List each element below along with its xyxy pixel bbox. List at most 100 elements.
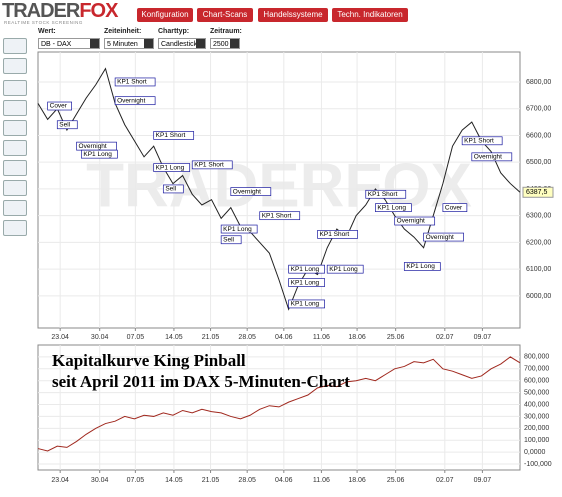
x-tick-label: 02.07 xyxy=(436,477,454,484)
annotation: KP1 Short xyxy=(368,191,398,198)
nav-button[interactable]: Konfiguration xyxy=(137,8,193,22)
annotation-box xyxy=(288,264,325,274)
logo-main: TRADER xyxy=(2,0,80,22)
x-tick-label: 11.06 xyxy=(313,477,330,484)
annotation: Cover xyxy=(445,204,463,211)
select-value: DB - DAX xyxy=(41,41,72,48)
x-tick-label: 07.05 xyxy=(127,477,145,484)
annotation-box xyxy=(288,278,325,287)
annotation: KP1 Long xyxy=(329,266,358,273)
annotation-box xyxy=(153,163,191,172)
y-tick-label: 6200,00 xyxy=(526,239,551,246)
x-tick-label: 25.06 xyxy=(387,477,405,484)
y-tick-label: 300,000 xyxy=(524,413,549,420)
select[interactable]: 2500 xyxy=(210,38,240,49)
tool-arc[interactable] xyxy=(3,200,27,216)
chart-title: Kapitalkurve King Pinball xyxy=(52,351,246,370)
annotation-box xyxy=(230,187,272,196)
y-tick-label: 100,000 xyxy=(524,437,549,444)
y-tick-label: 6600,00 xyxy=(526,132,551,139)
tagline: REALTIME STOCK SCREENING xyxy=(4,20,83,25)
y-tick-label: 0,0000 xyxy=(524,449,546,456)
series-line xyxy=(37,67,521,311)
y-tick-label: 200,000 xyxy=(524,425,549,432)
y-tick-label: 700,000 xyxy=(524,366,549,373)
annotation-box xyxy=(365,189,407,199)
annotation-box xyxy=(220,224,258,234)
x-tick-label: 18.06 xyxy=(348,477,366,484)
annotation: KP1 Long xyxy=(406,263,435,270)
select-value: Candlestick xyxy=(161,41,198,48)
tool-pointer[interactable] xyxy=(3,38,27,54)
tool-ray[interactable] xyxy=(3,120,27,136)
x-tick-label: 18.06 xyxy=(348,334,366,341)
annotation-box xyxy=(394,216,436,226)
x-tick-label: 28.05 xyxy=(238,477,256,484)
annotation: KP1 Short xyxy=(156,132,186,139)
annotation: Cover xyxy=(50,103,68,110)
annotation-box xyxy=(423,232,464,242)
last-value-box xyxy=(522,186,554,198)
x-tick-label: 21.05 xyxy=(202,334,220,341)
y-tick-label: 6100,00 xyxy=(526,266,551,273)
annotation: KP1 Long xyxy=(291,279,320,286)
y-tick-label: 600,000 xyxy=(524,378,549,385)
logo-accent: FOX xyxy=(79,0,118,22)
x-tick-label: 25.06 xyxy=(387,334,405,341)
y-tick-label: 6500,00 xyxy=(526,159,551,166)
annotation-box xyxy=(259,211,301,221)
tool-vertical[interactable] xyxy=(3,140,27,156)
x-tick-label: 11.06 xyxy=(313,334,330,341)
annotation-box xyxy=(288,299,325,309)
annotation-box xyxy=(403,262,441,271)
annotation-box xyxy=(220,235,242,245)
tool-info[interactable] xyxy=(3,58,27,74)
annotation-box xyxy=(162,184,184,194)
logo: TRADERFOX xyxy=(2,0,118,23)
annotation-box xyxy=(375,203,412,213)
x-tick-label: 09.07 xyxy=(474,477,492,484)
annotation: KP1 Long xyxy=(156,164,185,171)
annotation: Overnight xyxy=(474,154,502,161)
tool-fibonacci[interactable] xyxy=(3,220,27,236)
annotation-box xyxy=(56,120,78,130)
x-tick-label: 02.07 xyxy=(436,334,454,341)
select-arrow xyxy=(90,39,99,48)
annotation: KP1 Short xyxy=(194,162,224,169)
tool-horizontal[interactable] xyxy=(3,160,27,176)
annotation: KP1 Long xyxy=(83,151,112,158)
select-arrow xyxy=(144,39,153,48)
nav-button[interactable]: Chart-Scans xyxy=(197,8,253,22)
annotation-box xyxy=(114,77,156,87)
x-tick-label: 30.04 xyxy=(91,334,109,341)
select-value: 5 Minuten xyxy=(107,41,138,48)
x-tick-label: 30.04 xyxy=(91,477,109,484)
select[interactable]: 5 Minuten xyxy=(104,38,154,49)
last-value-label: 6387,5 xyxy=(526,189,548,196)
annotation-box xyxy=(461,136,503,146)
annotation: Overnight xyxy=(426,234,454,241)
x-tick-label: 04.06 xyxy=(275,477,293,484)
select[interactable]: Candlestick xyxy=(158,38,206,49)
tool-line[interactable] xyxy=(3,100,27,116)
annotation-box xyxy=(153,131,195,140)
y-tick-label: 6800,00 xyxy=(526,79,551,86)
tool-channel[interactable] xyxy=(3,180,27,196)
annotation-box xyxy=(317,230,358,239)
x-tick-label: 21.05 xyxy=(202,477,220,484)
annotation: Sell xyxy=(59,121,70,128)
select[interactable]: DB - DAX xyxy=(38,38,100,49)
nav-button[interactable]: Handelssysteme xyxy=(258,8,328,22)
x-tick-label: 23.04 xyxy=(51,334,69,341)
annotation: KP1 Long xyxy=(377,204,406,211)
y-tick-label: 6000,00 xyxy=(526,293,551,300)
select-arrow xyxy=(230,39,239,48)
annotation: Overnight xyxy=(79,143,107,150)
tool-zoom[interactable] xyxy=(3,80,27,96)
annotation: Sell xyxy=(223,236,234,243)
x-tick-label: 14.05 xyxy=(165,477,183,484)
chart-subtitle: seit April 2011 im DAX 5-Minuten-Chart xyxy=(52,372,350,391)
nav-button[interactable]: Techn. Indikatoren xyxy=(332,8,408,22)
